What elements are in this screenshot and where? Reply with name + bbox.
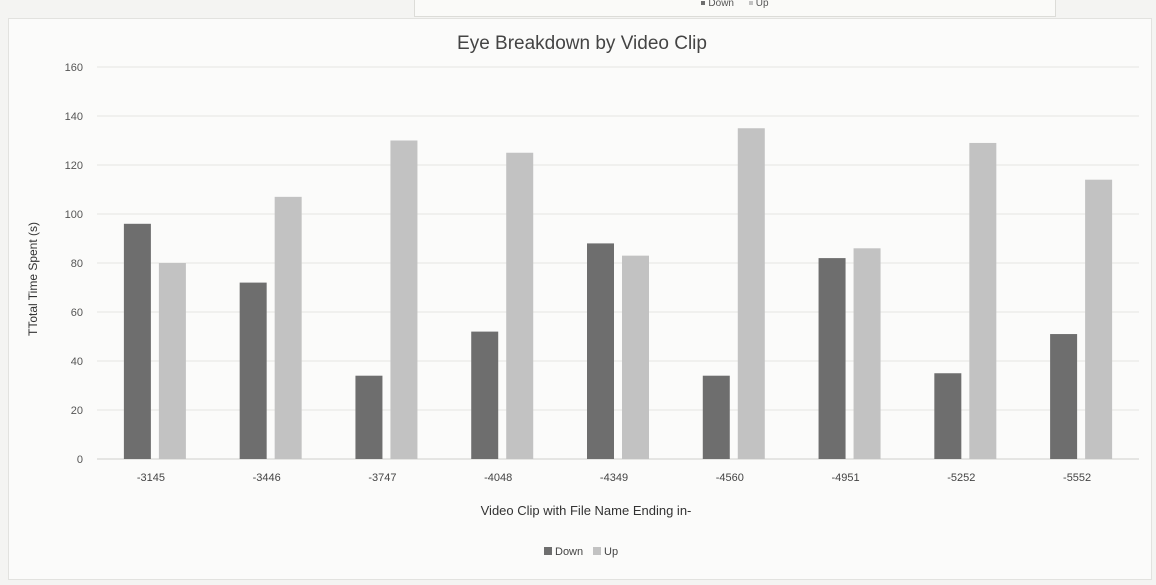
x-tick-label: -3747 [368,472,396,484]
chart-title: Eye Breakdown by Video Clip [457,33,707,54]
y-tick-label: 80 [71,258,83,270]
legend-swatch-up [593,547,601,555]
x-tick-label: -5552 [1063,472,1091,484]
x-tick-label: -5252 [947,472,975,484]
y-tick-label: 100 [65,209,83,221]
bar-down--5552 [1050,334,1078,459]
bar-up--3446 [274,196,302,459]
bar-up--4560 [737,128,765,459]
x-axis-title: Video Clip with File Name Ending in- [481,503,692,518]
x-tick-label: -4560 [716,472,744,484]
bar-up--5252 [969,142,997,459]
bottom-legend: Down Up [544,546,618,558]
y-tick-label: 160 [65,62,83,74]
top-legend-label-up: Up [755,0,769,9]
bar-up--3747 [390,140,418,459]
bar-up--4048 [506,152,534,459]
bar-down--4951 [818,258,846,459]
chart-panel: 0 20 40 60 80 100 120 140 160 -3145 -3446 -3747 -404… [8,18,1152,580]
top-legend-marker-down [701,1,706,6]
bar-up--3145 [158,263,186,459]
legend-label-down: Down [555,546,583,558]
x-tick-label: -4349 [600,472,628,484]
y-tick-label: 60 [71,307,83,319]
bar-down--4048 [471,331,499,459]
y-tick-label: 40 [71,356,83,368]
legend-swatch-down [544,547,552,555]
legend-label-up: Up [604,546,618,558]
labels-layer: 0 20 40 60 80 100 120 140 160 -3145 -3446 -3747 -404… [65,62,1092,484]
top-legend-label-down: Down [708,0,734,9]
bar-up--5552 [1085,179,1113,459]
bar-up--4349 [622,255,649,459]
bar-down--3446 [239,282,267,459]
y-axis-title: TTotal Time Spent (s) [26,222,40,336]
bar-down--4349 [587,243,614,459]
x-tick-label: -3446 [253,472,281,484]
x-tick-label: -3145 [137,472,165,484]
y-tick-label: 0 [77,454,83,466]
top-legend-box: Down Up [414,0,1056,17]
x-tick-label: -4951 [831,472,859,484]
bar-down--3747 [355,375,383,459]
top-legend-marker-up [748,1,753,6]
bar-chart: 0 20 40 60 80 100 120 140 160 -3145 -3446 -3747 -404… [26,33,1139,558]
bars-layer [123,128,1113,459]
bar-down--3145 [123,223,151,459]
y-tick-label: 140 [65,111,83,123]
top-legend-entry-up: Up [748,0,769,9]
top-legend-entry-down: Down [701,0,734,9]
bar-down--4560 [702,375,730,459]
y-tick-label: 120 [65,160,83,172]
bar-down--5252 [934,373,962,459]
y-tick-label: 20 [71,405,83,417]
bar-up--4951 [853,248,881,459]
grid-layer [97,66,1139,460]
top-legend: Down Up [415,0,1055,12]
x-tick-label: -4048 [484,472,512,484]
